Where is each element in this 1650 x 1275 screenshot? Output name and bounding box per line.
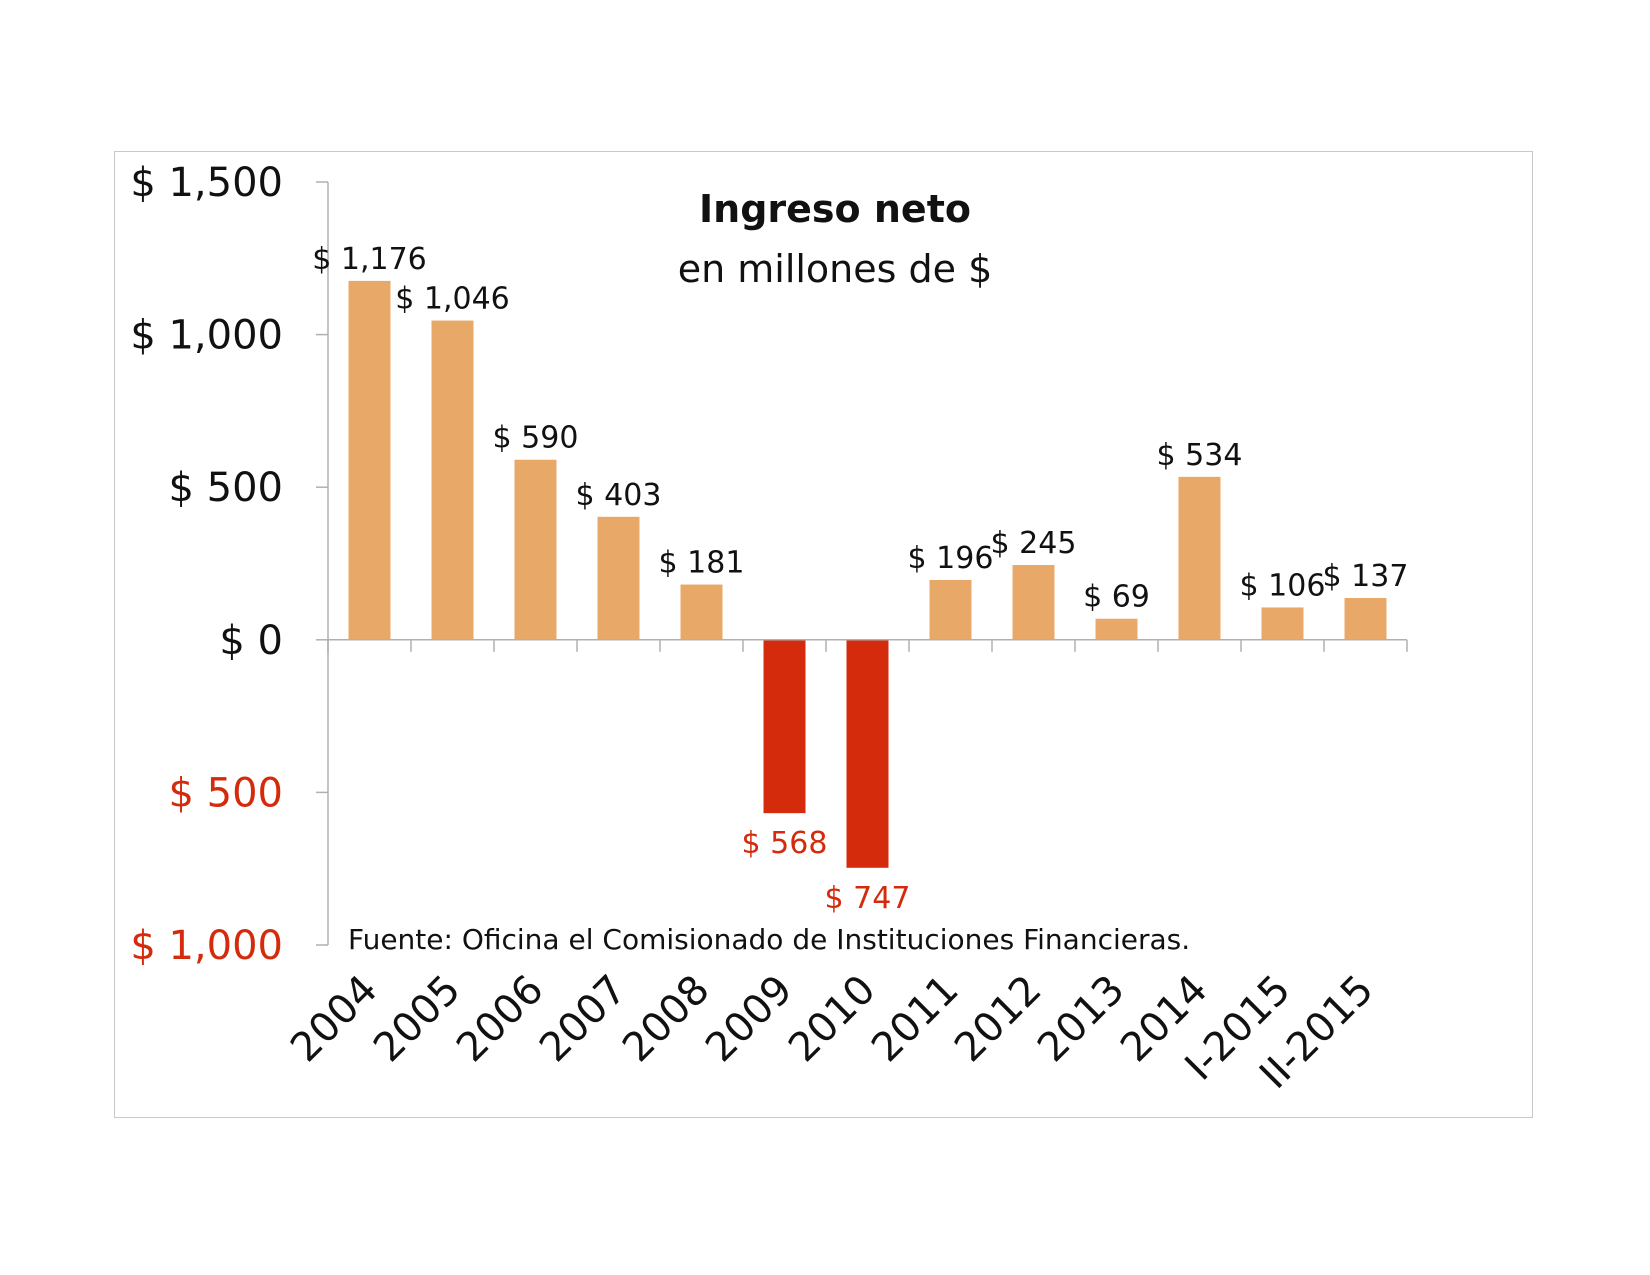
bar-chart: Ingreso neto en millones de $ $ 1,500$ 1… [130, 160, 1408, 1098]
y-axis: $ 1,500 $ 1,000 $ 500 $ 0 $ 500 $ 1,000 [130, 160, 329, 969]
x-tick-label: 2010 [780, 967, 885, 1072]
bar-2010 [846, 639, 889, 868]
bar-2004 [348, 280, 391, 640]
x-tick-label: 2007 [531, 967, 636, 1072]
chart-subtitle: en millones de $ [678, 247, 993, 291]
data-label: $ 196 [908, 541, 994, 576]
data-label: $ 1,046 [395, 282, 510, 317]
chart-frame: Ingreso neto en millones de $ $ 1,500 $ 1… [114, 151, 1533, 1118]
bar-ii-2015 [1344, 597, 1387, 640]
x-tick-label: 2004 [282, 967, 387, 1072]
data-label: $ 403 [576, 478, 662, 513]
y-tick-label: $ 1,500 [130, 160, 283, 206]
x-tick-label: 2012 [946, 967, 1051, 1072]
data-label: $ 590 [493, 421, 579, 456]
data-label: $ 181 [659, 546, 745, 581]
bar-2006 [514, 459, 557, 640]
data-label: $ 137 [1323, 559, 1409, 594]
bar-2008 [680, 584, 723, 640]
data-label: $ 568 [742, 826, 828, 861]
data-label: $ 534 [1157, 438, 1243, 473]
data-label: $ 69 [1083, 580, 1150, 615]
data-labels: $ 1,176 $ 1,046 $ 590 $ 403 $ 181 $ 568 $ 747 $… [312, 242, 1408, 916]
data-label: $ 245 [991, 526, 1077, 561]
bar-2005 [431, 320, 474, 640]
bar-2009 [763, 639, 806, 814]
data-label: $ 747 [825, 881, 911, 916]
x-tick-label: 2008 [614, 967, 719, 1072]
x-tick-label: 2009 [697, 967, 802, 1072]
y-tick-label: $ 500 [168, 770, 283, 816]
y-tick-label: $ 1,000 [130, 923, 283, 969]
data-label: $ 106 [1240, 568, 1326, 603]
y-tick-label: $ 500 [168, 465, 283, 511]
bar-2013 [1095, 618, 1138, 640]
y-tick-label: $ 0 [219, 618, 283, 664]
bar-2012 [1012, 565, 1055, 640]
y-tick-label: $ 1,000 [130, 313, 283, 359]
source-note: Fuente: Oficina el Comisionado de Instit… [348, 923, 1190, 956]
x-tick-label: 2011 [863, 967, 968, 1072]
bar-i-2015 [1261, 607, 1304, 640]
bars [348, 280, 1387, 868]
x-tick-label: 2013 [1029, 967, 1134, 1072]
x-axis: 2004200520062007200820092010201120122013… [282, 639, 1408, 1098]
data-label: $ 1,176 [312, 242, 427, 277]
x-tick-label: 2005 [365, 967, 470, 1072]
x-tick-label: 2006 [448, 967, 553, 1072]
bar-2011 [929, 579, 972, 640]
bar-2007 [597, 516, 640, 640]
bar-2014 [1178, 476, 1221, 640]
chart-title: Ingreso neto [699, 187, 971, 231]
